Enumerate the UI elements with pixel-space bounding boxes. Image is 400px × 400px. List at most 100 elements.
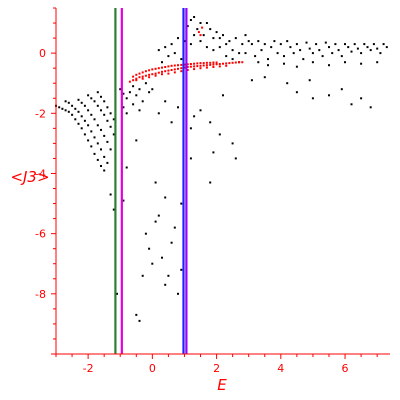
data-point-black bbox=[212, 37, 215, 40]
data-point-black bbox=[218, 133, 221, 136]
data-point-black bbox=[164, 100, 167, 103]
data-point-red bbox=[225, 62, 228, 65]
data-point-black bbox=[128, 91, 131, 94]
data-point-red bbox=[234, 61, 237, 64]
data-point-black bbox=[222, 94, 224, 97]
data-point-black bbox=[80, 127, 83, 130]
data-point-black bbox=[135, 139, 138, 142]
x-tick-label: 6 bbox=[342, 362, 349, 375]
data-point-red bbox=[186, 63, 189, 66]
data-point-red bbox=[222, 62, 224, 65]
data-point-red bbox=[157, 67, 160, 70]
data-point-black bbox=[250, 43, 253, 46]
data-point-red bbox=[196, 65, 199, 68]
data-point-red bbox=[141, 75, 144, 78]
data-point-red bbox=[128, 80, 131, 83]
data-point-red bbox=[173, 64, 176, 67]
data-point-black bbox=[77, 122, 80, 125]
data-point-red bbox=[135, 77, 138, 80]
data-point-black bbox=[93, 136, 96, 139]
data-point-red bbox=[209, 61, 212, 64]
data-point-red bbox=[225, 64, 228, 67]
data-point-black bbox=[376, 47, 379, 50]
data-point-black bbox=[247, 40, 250, 43]
x-tick-label: 0 bbox=[149, 362, 156, 375]
data-point-black bbox=[328, 94, 330, 97]
data-point-red bbox=[138, 76, 141, 79]
data-point-black bbox=[295, 43, 298, 46]
data-point-red bbox=[151, 68, 154, 71]
data-point-black bbox=[196, 28, 199, 31]
data-point-black bbox=[180, 268, 183, 271]
data-point-black bbox=[286, 40, 289, 43]
data-point-black bbox=[231, 142, 234, 145]
data-point-black bbox=[125, 166, 128, 169]
data-point-black bbox=[74, 118, 77, 121]
data-point-black bbox=[87, 124, 90, 127]
data-point-black bbox=[103, 113, 106, 116]
data-point-black bbox=[161, 256, 163, 259]
data-point-black bbox=[148, 91, 151, 94]
data-point-red bbox=[186, 69, 189, 71]
data-point-black bbox=[106, 119, 109, 122]
data-point-red bbox=[144, 70, 147, 73]
data-point-red bbox=[167, 69, 170, 72]
vertical-marker-lines bbox=[114, 8, 188, 354]
data-point-black bbox=[193, 16, 196, 18]
data-point-black bbox=[212, 151, 215, 154]
data-point-black bbox=[90, 145, 93, 148]
data-point-red bbox=[202, 62, 205, 65]
data-point-black bbox=[100, 109, 102, 112]
data-point-black bbox=[112, 133, 115, 136]
data-point-black bbox=[350, 50, 353, 53]
data-point-black bbox=[234, 157, 237, 160]
data-point-black bbox=[122, 92, 125, 95]
data-point-red bbox=[141, 77, 144, 80]
data-point-black bbox=[83, 104, 86, 107]
data-point-black bbox=[177, 37, 179, 40]
data-point-black bbox=[83, 133, 86, 136]
x-tick-label: 4 bbox=[277, 362, 284, 375]
data-point-black bbox=[215, 31, 218, 34]
data-point-black bbox=[67, 110, 70, 113]
y-tick-label: -6 bbox=[35, 228, 46, 241]
data-point-black bbox=[161, 61, 163, 64]
data-point-black bbox=[209, 28, 212, 31]
data-point-black bbox=[308, 47, 311, 50]
data-point-black bbox=[100, 95, 102, 98]
data-point-black bbox=[209, 121, 212, 124]
data-point-red bbox=[167, 72, 170, 75]
data-point-black bbox=[125, 97, 128, 100]
y-axis-title: <J3> bbox=[10, 168, 49, 186]
data-point-black bbox=[328, 64, 330, 67]
data-point-black bbox=[189, 43, 192, 46]
data-point-black bbox=[218, 46, 221, 49]
data-point-black bbox=[109, 125, 112, 128]
data-point-red bbox=[218, 63, 221, 65]
data-point-red bbox=[201, 26, 204, 29]
data-point-red bbox=[193, 62, 196, 65]
data-point-black bbox=[372, 43, 375, 46]
data-point-red bbox=[135, 79, 138, 82]
data-point-black bbox=[122, 106, 125, 109]
data-point-red bbox=[132, 79, 135, 82]
data-point-black bbox=[106, 106, 109, 109]
data-point-black bbox=[257, 61, 260, 64]
data-point-red bbox=[180, 70, 183, 73]
data-point-black bbox=[87, 139, 90, 142]
data-point-black bbox=[385, 46, 388, 49]
data-point-red bbox=[164, 70, 167, 73]
data-point-black bbox=[116, 292, 118, 295]
data-point-black bbox=[186, 25, 189, 28]
data-point-red bbox=[173, 68, 176, 71]
data-point-black bbox=[96, 158, 99, 161]
data-point-red bbox=[154, 67, 157, 70]
data-point-red bbox=[205, 66, 208, 69]
data-point-black bbox=[122, 199, 125, 202]
data-point-black bbox=[222, 34, 224, 37]
data-point-black bbox=[112, 208, 115, 211]
data-point-black bbox=[144, 232, 147, 235]
data-point-red bbox=[215, 63, 218, 66]
data-point-black bbox=[311, 61, 314, 64]
data-point-black bbox=[96, 91, 99, 94]
